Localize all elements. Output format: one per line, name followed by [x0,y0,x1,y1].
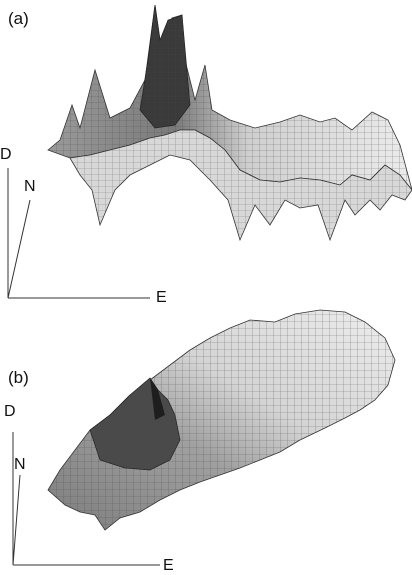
axis-label-d-b: D [4,403,16,420]
axes-a [7,168,150,299]
surface-panel-b: (b) D N E [0,300,412,574]
axis-label-d-a: D [0,146,12,163]
axis-label-e-b: E [163,557,174,574]
panel-label-b: (b) [8,368,29,387]
surface-plot-b [12,309,396,566]
surface-plot-a [7,4,412,299]
panel-label-a: (a) [8,9,29,28]
axes-b [12,432,160,566]
axis-label-n-a: N [24,178,36,195]
surface-panel-a: (a) D N E [0,4,412,306]
axis-label-e-a: E [156,289,167,306]
axis-label-n-b: N [14,456,26,473]
